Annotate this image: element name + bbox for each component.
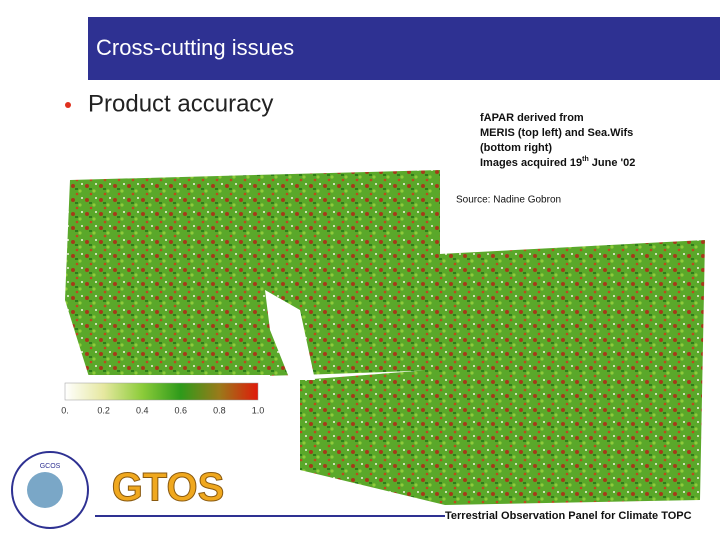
source-box [450, 190, 580, 210]
colorbar-label: 0.2 [97, 405, 110, 415]
slide-title: Cross-cutting issues [96, 35, 294, 60]
title-bar [88, 17, 720, 80]
source-text: Source: Nadine Gobron [456, 195, 561, 206]
meris-image [65, 170, 440, 380]
colorbar-label: 0.8 [213, 405, 226, 415]
colorbar-labels: 0. 0.2 0.4 0.6 0.8 1.0 [61, 405, 264, 415]
gcos-globe [27, 472, 63, 508]
caption-date: June '02 [589, 157, 636, 169]
colorbar-label: 0.6 [175, 405, 188, 415]
gcos-text: GCOS [40, 463, 61, 470]
caption-line: (bottom right) [480, 142, 552, 154]
bullet-dot [65, 102, 71, 108]
colorbar-label: 0.4 [136, 405, 149, 415]
gtos-logo: GTOS [112, 466, 225, 510]
colorbar-label: 1.0 [252, 405, 265, 415]
seawifs-image [300, 240, 705, 505]
colorbar [64, 382, 259, 401]
caption-line: Images acquired 19th June '02 [480, 156, 635, 169]
sea-area [265, 290, 315, 380]
colorbar-label: 0. [61, 405, 69, 415]
caption: fAPAR derived from MERIS (top left) and … [480, 112, 635, 169]
caption-line: fAPAR derived from [480, 112, 584, 124]
caption-date: Images acquired 19 [480, 157, 582, 169]
bullet-text: Product accuracy [88, 90, 273, 117]
caption-line: MERIS (top left) and Sea.Wifs [480, 127, 633, 139]
caption-superscript: th [582, 156, 589, 163]
footer-text: Terrestrial Observation Panel for Climat… [445, 510, 692, 522]
